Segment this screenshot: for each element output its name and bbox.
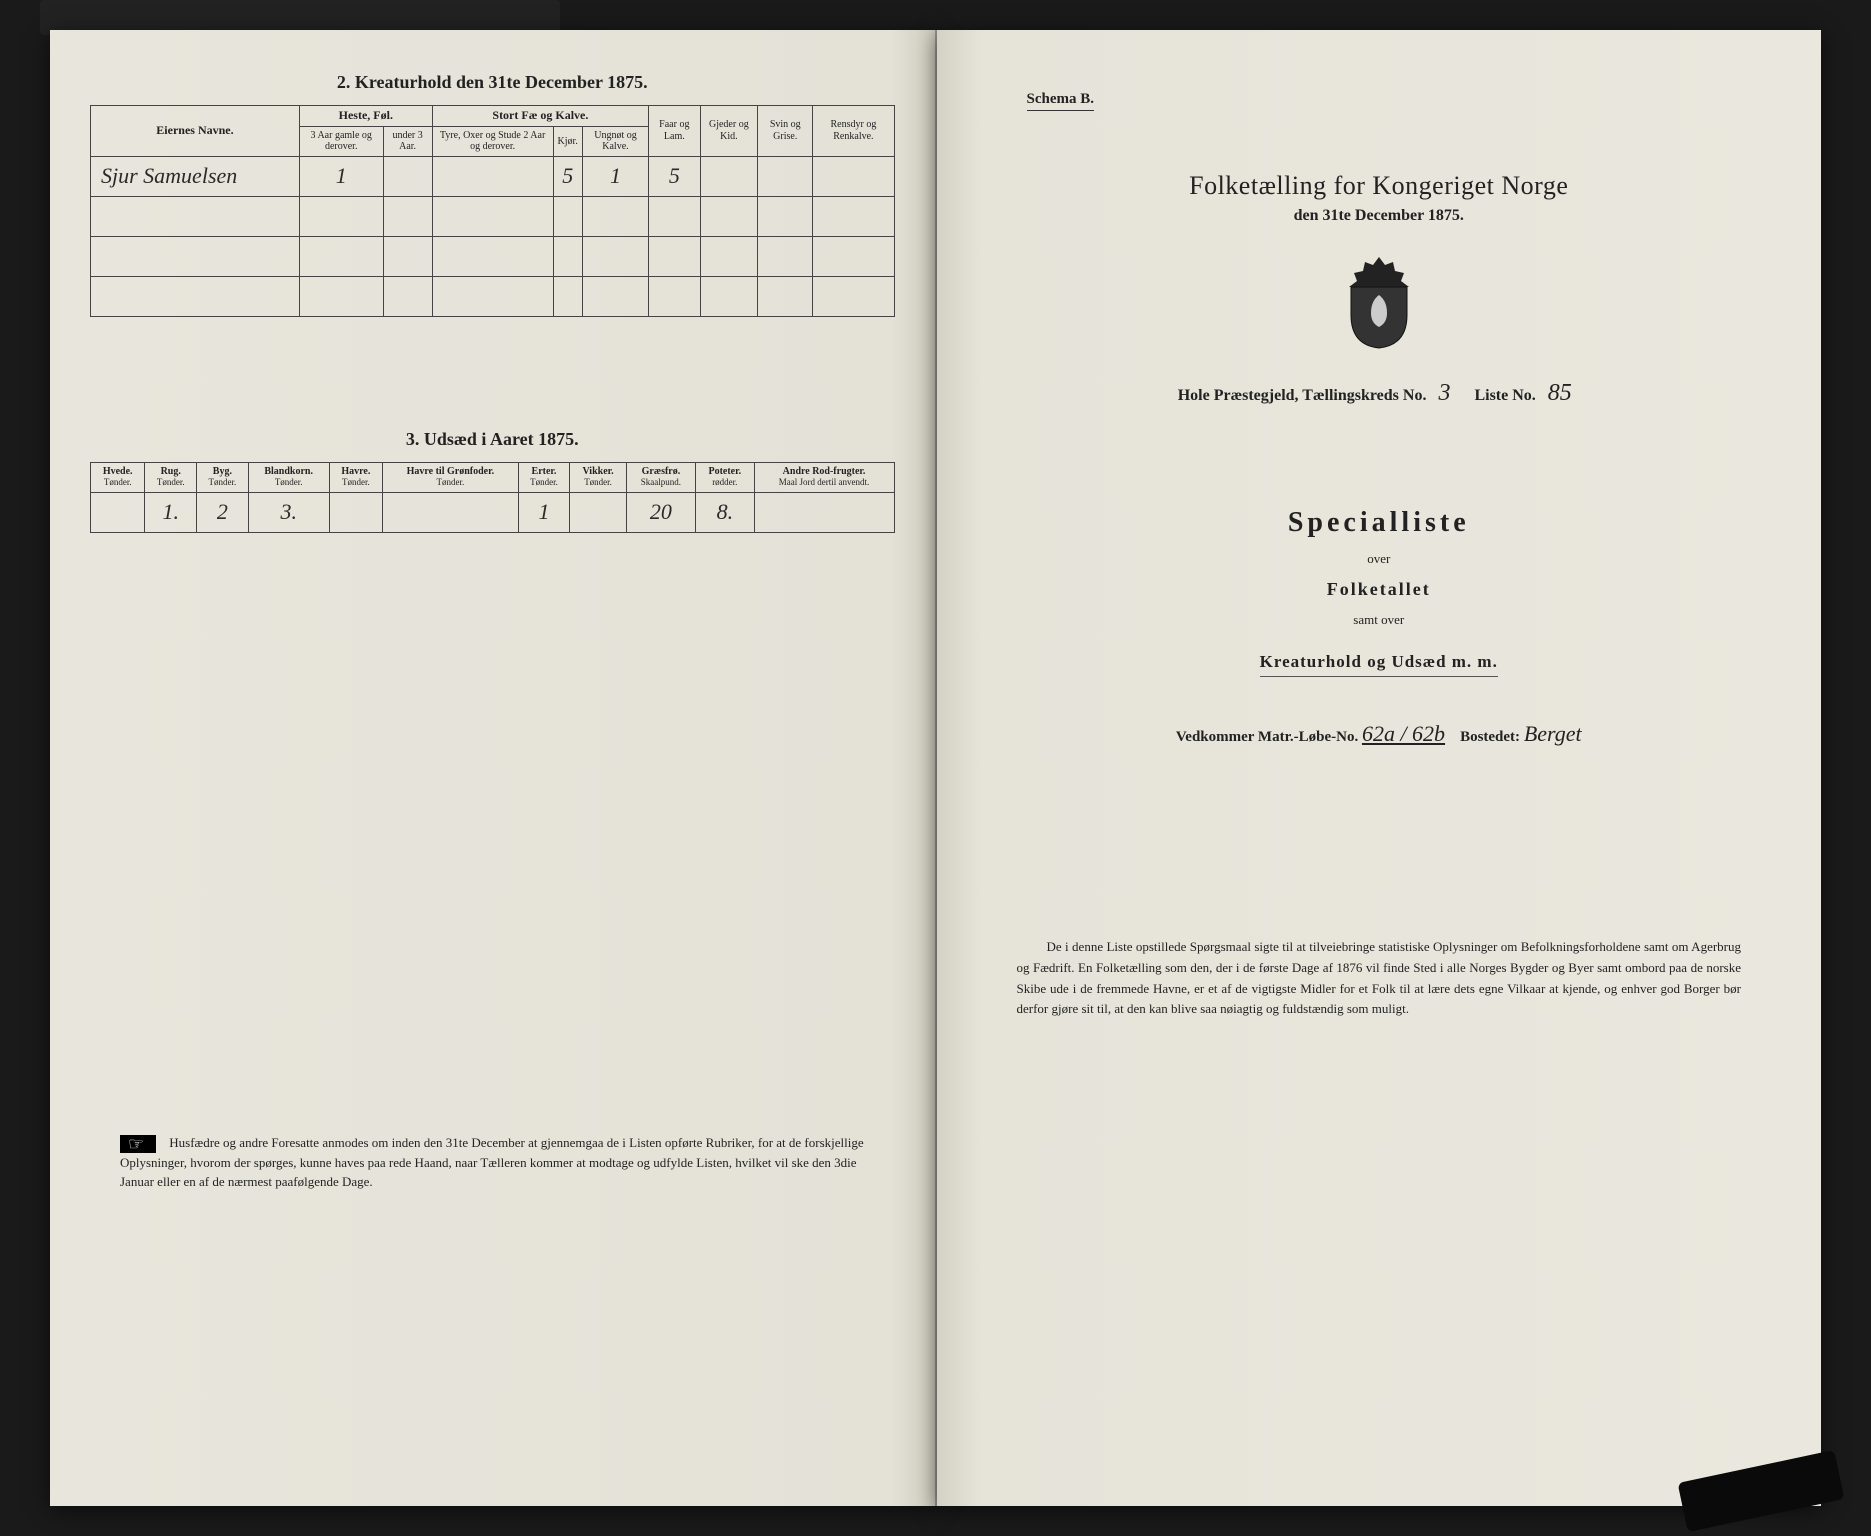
parish-line: Hole Præstegjeld, Tællingskreds No. 3 Li… xyxy=(977,380,1782,407)
col-goats: Gjeder og Kid. xyxy=(700,106,758,157)
col-graes: Græsfrø.Skaalpund. xyxy=(626,462,695,492)
table-row xyxy=(91,276,895,316)
cell xyxy=(570,492,627,532)
specialliste-block: Specialliste over Folketallet samt over … xyxy=(977,507,1782,691)
cell xyxy=(813,156,894,196)
cell xyxy=(758,156,813,196)
col-rug: Rug.Tønder. xyxy=(145,462,197,492)
census-date: den 31te December 1875. xyxy=(977,207,1782,225)
footnote: Husfædre og andre Foresatte anmodes om i… xyxy=(90,1133,895,1192)
cell: 2 xyxy=(197,492,249,532)
cell: 3. xyxy=(248,492,329,532)
col-poteter: Poteter.rødder. xyxy=(696,462,755,492)
book-spread: 2. Kreaturhold den 31te December 1875. E… xyxy=(50,30,1821,1506)
cell xyxy=(700,156,758,196)
cell xyxy=(754,492,894,532)
spec-samt: samt over xyxy=(977,612,1782,628)
col-bland: Blandkorn.Tønder. xyxy=(248,462,329,492)
cell: 1 xyxy=(299,156,383,196)
cell: 1 xyxy=(582,156,648,196)
bosted-name: Berget xyxy=(1524,721,1582,746)
binder-clip xyxy=(1678,1450,1845,1532)
cell: 1. xyxy=(145,492,197,532)
cell: 8. xyxy=(696,492,755,532)
col-byg: Byg.Tønder. xyxy=(197,462,249,492)
liste-label: Liste No. xyxy=(1474,387,1535,404)
sub-s3: Ungnøt og Kalve. xyxy=(582,126,648,156)
cell: 5 xyxy=(649,156,700,196)
cell: 1 xyxy=(518,492,570,532)
group-cattle: Stort Fæ og Kalve. xyxy=(432,106,648,127)
cell xyxy=(329,492,382,532)
group-horses: Heste, Føl. xyxy=(299,106,432,127)
table-row: Sjur Samuelsen 1 5 1 5 xyxy=(91,156,895,196)
sub-h2: under 3 Aar. xyxy=(383,126,432,156)
matr-label: Vedkommer Matr.-Løbe-No. xyxy=(1176,729,1358,745)
owner-header: Eiernes Navne. xyxy=(91,106,300,157)
matr-no: 62a / 62b xyxy=(1362,721,1445,746)
table-row xyxy=(91,196,895,236)
cell xyxy=(432,156,553,196)
cell xyxy=(383,156,432,196)
liste-no: 85 xyxy=(1540,380,1580,406)
col-hvede: Hvede.Tønder. xyxy=(91,462,145,492)
cell xyxy=(383,492,519,532)
spec-kreat: Kreaturhold og Udsæd m. m. xyxy=(1260,652,1498,677)
matr-line: Vedkommer Matr.-Løbe-No. 62a / 62b Boste… xyxy=(977,721,1782,747)
parish-label: Hole Præstegjeld, Tællingskreds No. xyxy=(1178,387,1427,404)
col-erter: Erter.Tønder. xyxy=(518,462,570,492)
left-page: 2. Kreaturhold den 31te December 1875. E… xyxy=(50,30,937,1506)
col-havre: Havre.Tønder. xyxy=(329,462,382,492)
spec-title: Specialliste xyxy=(977,507,1782,539)
bottom-paragraph: De i denne Liste opstillede Spørgsmaal s… xyxy=(977,937,1782,1020)
cell: 5 xyxy=(553,156,582,196)
col-vikker: Vikker.Tønder. xyxy=(570,462,627,492)
census-title: Folketælling for Kongeriget Norge xyxy=(977,171,1782,201)
table-row xyxy=(91,236,895,276)
spec-over: over xyxy=(977,551,1782,567)
col-sheep: Faar og Lam. xyxy=(649,106,700,157)
seed-table: Hvede.Tønder. Rug.Tønder. Byg.Tønder. Bl… xyxy=(90,462,895,533)
livestock-table: Eiernes Navne. Heste, Føl. Stort Fæ og K… xyxy=(90,105,895,317)
sub-s1: Tyre, Oxer og Stude 2 Aar og derover. xyxy=(432,126,553,156)
table-row: 1. 2 3. 1 20 8. xyxy=(91,492,895,532)
col-andre: Andre Rod-frugter.Maal Jord dertil anven… xyxy=(754,462,894,492)
cell xyxy=(91,492,145,532)
footnote-text: Husfædre og andre Foresatte anmodes om i… xyxy=(120,1135,864,1190)
sub-h1: 3 Aar gamle og derover. xyxy=(299,126,383,156)
kreds-no: 3 xyxy=(1430,380,1458,406)
sub-s2: Kjør. xyxy=(553,126,582,156)
bosted-label: Bostedet: xyxy=(1460,729,1520,745)
pointer-icon xyxy=(120,1135,156,1153)
schema-label: Schema B. xyxy=(1027,91,1095,111)
col-reindeer: Rensdyr og Renkalve. xyxy=(813,106,894,157)
table2-title: 2. Kreaturhold den 31te December 1875. xyxy=(90,72,895,93)
right-page: Schema B. Folketælling for Kongeriget No… xyxy=(937,30,1822,1506)
coat-of-arms-icon xyxy=(1339,255,1419,350)
col-pigs: Svin og Grise. xyxy=(758,106,813,157)
col-havreg: Havre til Grønfoder.Tønder. xyxy=(383,462,519,492)
owner-name: Sjur Samuelsen xyxy=(91,156,300,196)
spec-folketallet: Folketallet xyxy=(977,579,1782,600)
cell: 20 xyxy=(626,492,695,532)
table3-title: 3. Udsæd i Aaret 1875. xyxy=(90,429,895,450)
